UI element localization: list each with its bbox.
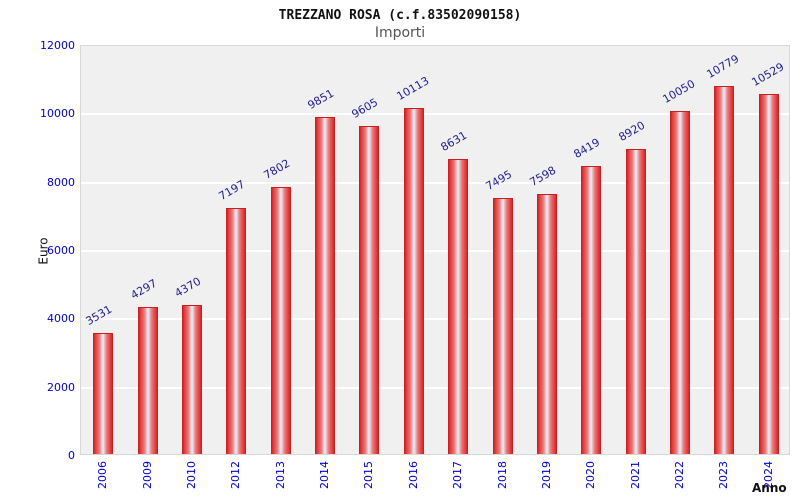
bar-value-label: 8419 xyxy=(571,136,603,162)
x-tick-label: 2009 xyxy=(140,461,154,489)
bar-value-label: 4297 xyxy=(128,276,159,303)
x-tick-label: 2015 xyxy=(362,461,376,489)
bar-value-label: 9605 xyxy=(349,95,381,121)
y-tick-label: 6000 xyxy=(47,244,75,257)
x-tick-label: 2017 xyxy=(451,461,465,489)
bar-2017 xyxy=(448,159,469,454)
bar-2016 xyxy=(403,108,424,454)
y-tick-label: 12000 xyxy=(40,39,75,52)
x-tick-label: 2023 xyxy=(717,461,731,489)
x-tick-label: 2014 xyxy=(318,461,332,489)
bar-value-label: 3531 xyxy=(83,303,115,329)
bar-value-label: 10779 xyxy=(704,51,742,81)
bar-value-label: 10113 xyxy=(394,74,432,104)
bar-value-label: 7598 xyxy=(527,164,559,190)
bar-2024 xyxy=(758,94,779,454)
y-tick-label: 2000 xyxy=(47,380,75,394)
bar-2023 xyxy=(714,85,735,454)
gridline xyxy=(81,386,789,389)
y-tick-label: 8000 xyxy=(47,175,75,189)
y-tick-label: 4000 xyxy=(47,312,75,326)
x-tick-label: 2016 xyxy=(406,461,420,489)
bar-value-label: 8920 xyxy=(616,118,647,145)
chart-title: TREZZANO ROSA (c.f.83502090158) xyxy=(278,8,522,23)
bar-value-label: 4370 xyxy=(172,274,204,300)
bar-value-label: 7495 xyxy=(483,167,514,193)
x-tick-label: 2020 xyxy=(584,461,598,489)
x-tick-label: 2021 xyxy=(628,461,642,489)
bar-2022 xyxy=(670,110,691,454)
x-tick-label: 2012 xyxy=(229,461,243,489)
bar-2020 xyxy=(581,166,602,454)
x-tick-label: 2006 xyxy=(96,461,110,489)
x-tick-label: 2013 xyxy=(273,461,287,489)
bar-value-label: 7802 xyxy=(261,157,292,183)
chart-subtitle: Importi xyxy=(374,25,426,41)
bar-2012 xyxy=(226,208,247,454)
x-tick-label: 2022 xyxy=(673,461,687,489)
y-tick-label: 10000 xyxy=(40,107,75,121)
bar-2021 xyxy=(625,149,646,454)
bar-value-label: 10050 xyxy=(660,76,698,106)
bar-2006 xyxy=(93,333,114,454)
x-axis-ticks: 2006 2009 2010 2012 2013 2014 2015 2016 2017 2018… xyxy=(80,455,790,500)
gridline xyxy=(81,113,789,116)
bar-value-label: 9851 xyxy=(305,87,337,113)
y-tick-label: 0 xyxy=(68,449,75,462)
bar-2018 xyxy=(492,197,513,454)
bar-value-label: 8631 xyxy=(438,128,470,155)
x-axis-title: Anno xyxy=(752,481,787,495)
bar-2010 xyxy=(181,304,202,454)
bar-2015 xyxy=(359,125,380,454)
bar-2009 xyxy=(137,307,158,454)
bar-2014 xyxy=(315,117,336,454)
gridline xyxy=(81,181,789,184)
bar-2013 xyxy=(270,187,291,454)
bar-value-label: 10529 xyxy=(749,60,787,90)
x-tick-label: 2010 xyxy=(184,461,198,489)
gridline xyxy=(81,318,789,321)
x-tick-label: 2019 xyxy=(539,461,553,489)
gridline xyxy=(81,250,789,252)
x-tick-label: 2018 xyxy=(495,461,509,489)
bar-2019 xyxy=(536,194,557,454)
plot-area: 3531 4297 4370 7197 7802 9851 9605 10113 8631 749… xyxy=(80,45,790,455)
